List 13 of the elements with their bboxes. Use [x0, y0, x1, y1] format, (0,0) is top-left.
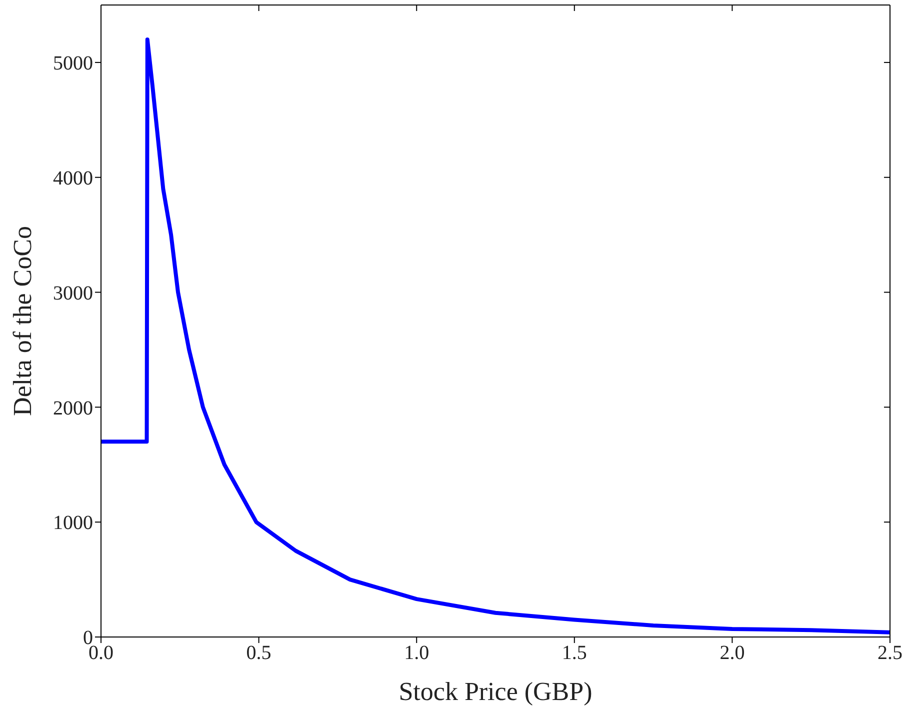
x-tick-label: 0.5 [246, 642, 272, 664]
x-tick-label: 1.5 [562, 642, 587, 664]
y-tick-label: 5000 [53, 52, 93, 75]
y-tick-label: 3000 [53, 282, 93, 304]
x-axis-title: Stock Price (GBP) [398, 677, 592, 706]
line-series [101, 37, 890, 634]
y-tick-label: 1000 [53, 512, 93, 534]
x-tick-label: 2.0 [720, 642, 745, 664]
y-axis-title: Delta of the CoCo [8, 226, 38, 416]
x-tick-label: 1.0 [404, 642, 430, 664]
y-tick-label: 2000 [53, 397, 93, 420]
x-tick-label: 2.5 [878, 642, 902, 664]
y-tick-label: 4000 [53, 167, 93, 190]
